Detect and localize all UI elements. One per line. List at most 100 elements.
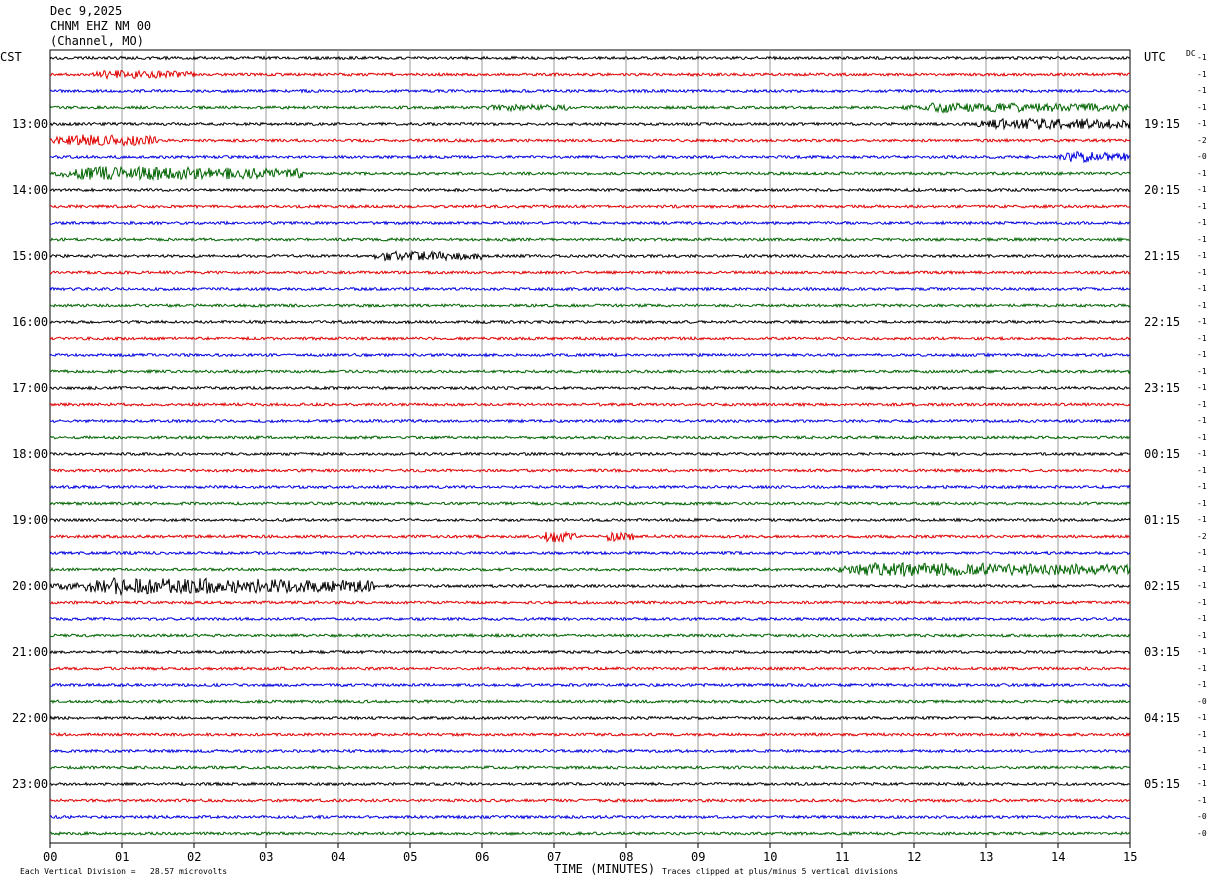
trace-line [49, 401, 1131, 408]
trace-line [49, 715, 1130, 721]
trace-line [49, 434, 1131, 441]
trace-line [49, 302, 1131, 309]
right-hour-label: 00:15 [1144, 447, 1181, 461]
right-hour-label: 19:15 [1144, 117, 1181, 131]
x-axis-title: TIME (MINUTES) [554, 862, 656, 876]
right-hour-label: 22:15 [1144, 315, 1181, 329]
dc-offset-label: -1 [1197, 762, 1207, 772]
dc-offset-label: -1 [1197, 432, 1207, 442]
dc-offset-label: -1 [1197, 630, 1207, 640]
dc-offset-label: -1 [1197, 317, 1207, 326]
trace-line [49, 500, 1131, 507]
dc-offset-label: -1 [1197, 300, 1207, 310]
trace-line [49, 203, 1131, 210]
dc-offset-label: -1 [1197, 218, 1207, 227]
trace-line [49, 385, 1131, 391]
trace-line [49, 814, 1131, 820]
dc-offset-label: -1 [1197, 449, 1207, 458]
dc-offset-label: -1 [1197, 168, 1207, 178]
trace-line [49, 335, 1131, 342]
x-tick-label: 12 [907, 850, 922, 864]
left-hour-label: 13:00 [12, 117, 49, 131]
grid [49, 49, 1131, 848]
x-tick-label: 06 [475, 850, 490, 864]
x-tick-label: 14 [1051, 850, 1066, 864]
trace-line [49, 698, 1131, 705]
dc-offset-label: -1 [1197, 234, 1207, 244]
trace-line [49, 467, 1131, 474]
dc-offset-label: -1 [1197, 185, 1207, 194]
right-hour-label: 21:15 [1144, 249, 1181, 263]
trace-line [49, 165, 1131, 182]
trace-line [49, 517, 1131, 523]
date-label: Dec 9,2025 [50, 4, 123, 18]
dc-offset-label: -1 [1197, 498, 1207, 508]
trace-line [49, 731, 1131, 738]
dc-label: DC [1186, 49, 1196, 58]
dc-offset-label: -1 [1197, 366, 1207, 376]
x-tick-label: 13 [979, 850, 994, 864]
footer-left-note: Each Vertical Division = 28.57 microvolt… [20, 867, 228, 876]
trace-line [49, 550, 1131, 556]
dc-offset-label: -1 [1197, 647, 1207, 656]
dc-offset-label: -1 [1197, 267, 1207, 277]
dc-offset-label: -0 [1197, 812, 1207, 821]
trace-line [49, 236, 1131, 243]
left-hour-label: 16:00 [12, 315, 49, 329]
dc-offset-label: -1 [1197, 597, 1207, 607]
trace-line [49, 665, 1131, 672]
trace-line [49, 418, 1131, 424]
right-hour-label: 03:15 [1144, 645, 1181, 659]
right-hour-label: 01:15 [1144, 513, 1181, 527]
dc-offset-label: -1 [1197, 713, 1207, 722]
right-timezone: UTC [1144, 50, 1166, 64]
left-hour-label: 20:00 [12, 579, 49, 593]
trace-line [49, 117, 1131, 131]
dc-offset-label: -1 [1197, 102, 1207, 112]
left-hour-label: 15:00 [12, 249, 49, 263]
dc-offset-label: -2 [1197, 135, 1207, 145]
dc-offset-label: -1 [1197, 795, 1207, 805]
dc-offset-label: -1 [1197, 350, 1207, 359]
trace-line [49, 577, 1131, 597]
trace-line [49, 55, 1131, 61]
dc-offset-label: -1 [1197, 251, 1207, 260]
dc-offset-label: -1 [1197, 284, 1207, 293]
x-tick-label: 10 [763, 850, 778, 864]
dc-offset-label: -1 [1197, 465, 1207, 475]
station-label: CHNM EHZ NM 00 [50, 19, 152, 33]
trace-line [49, 632, 1131, 639]
dc-offset-label: -1 [1197, 399, 1207, 409]
dc-offset-label: -1 [1197, 746, 1207, 755]
dc-offset-label: -1 [1197, 333, 1207, 343]
x-tick-label: 05 [403, 850, 418, 864]
left-timezone: CST [0, 50, 22, 64]
x-tick-label: 11 [835, 850, 850, 864]
trace-line [49, 151, 1131, 164]
trace-line [49, 561, 1131, 577]
left-hour-label: 22:00 [12, 711, 49, 725]
trace-line [49, 269, 1131, 276]
trace-line [49, 484, 1131, 490]
trace-line [49, 286, 1131, 292]
trace-line [49, 220, 1131, 226]
trace-line [49, 319, 1131, 325]
trace-line [49, 649, 1131, 655]
x-tick-label: 01 [115, 850, 130, 864]
dc-offset-label: -1 [1197, 515, 1207, 524]
trace-line [49, 682, 1131, 688]
trace-line [49, 102, 1131, 114]
traces [49, 55, 1131, 837]
trace-line [49, 748, 1131, 754]
dc-offset-label: -1 [1197, 564, 1207, 574]
trace-line [50, 616, 1131, 622]
dc-offset-label: -1 [1197, 729, 1207, 739]
dc-offset-label: -1 [1197, 119, 1207, 128]
dc-offset-label: -0 [1197, 152, 1207, 161]
right-hour-label: 02:15 [1144, 579, 1181, 593]
plot-frame [49, 49, 1131, 844]
left-hour-label: 18:00 [12, 447, 49, 461]
left-hour-label: 14:00 [12, 183, 49, 197]
dc-offset-label: -1 [1197, 614, 1207, 623]
